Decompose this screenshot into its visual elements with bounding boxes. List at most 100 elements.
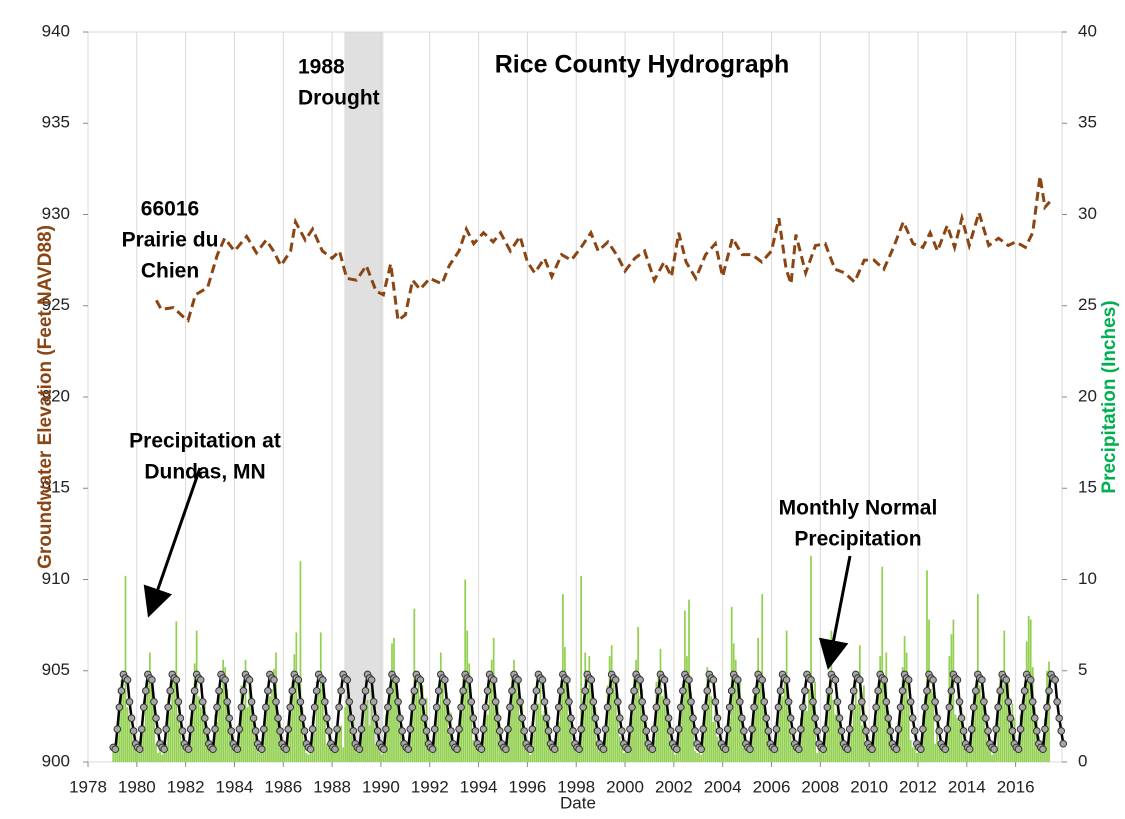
normal-marker bbox=[264, 687, 272, 695]
precip-bar bbox=[726, 721, 729, 762]
precip-bar bbox=[940, 747, 943, 762]
normal-marker bbox=[129, 727, 138, 735]
normal-marker bbox=[1002, 676, 1011, 684]
normal-marker bbox=[935, 727, 943, 735]
normal-marker bbox=[615, 714, 624, 723]
normal-marker bbox=[239, 687, 248, 695]
normal-marker bbox=[111, 745, 120, 754]
normal-marker bbox=[554, 703, 563, 712]
y-tick-label: 940 bbox=[42, 21, 70, 40]
precip-bar bbox=[155, 743, 157, 762]
normal-marker bbox=[306, 745, 315, 754]
precip-bar bbox=[936, 718, 939, 762]
precip-bar bbox=[787, 707, 790, 762]
normal-marker bbox=[990, 745, 998, 754]
precip-bar bbox=[828, 685, 831, 762]
precip-bar bbox=[185, 743, 188, 762]
precip-bar bbox=[991, 754, 993, 762]
precip-bar bbox=[403, 747, 406, 762]
normal-marker bbox=[788, 727, 797, 735]
precip-bar bbox=[655, 681, 658, 762]
precip-bar bbox=[783, 681, 786, 762]
precip-bar bbox=[407, 749, 410, 762]
precip-bar bbox=[911, 747, 914, 762]
normal-marker bbox=[709, 676, 718, 684]
normal-marker bbox=[447, 727, 455, 735]
precip-bar bbox=[197, 696, 200, 762]
normal-marker bbox=[441, 676, 449, 684]
precip-bar bbox=[665, 699, 668, 762]
normal-marker bbox=[125, 697, 134, 706]
y-tick-label: 910 bbox=[42, 569, 70, 588]
precip-bar bbox=[344, 707, 347, 762]
precip-bar bbox=[159, 747, 161, 762]
normal-marker bbox=[491, 697, 500, 706]
normal-marker bbox=[725, 703, 734, 712]
normal-marker bbox=[237, 703, 246, 712]
precip-bar bbox=[370, 674, 373, 762]
normal-marker bbox=[978, 676, 986, 684]
normal-marker bbox=[1006, 714, 1015, 723]
precip-bar bbox=[834, 714, 837, 762]
normal-marker bbox=[221, 676, 229, 684]
precip-bar bbox=[1035, 718, 1038, 762]
normal-marker bbox=[127, 714, 136, 723]
normal-marker bbox=[172, 676, 181, 684]
normal-marker bbox=[581, 687, 590, 695]
normal-marker bbox=[137, 725, 146, 733]
normal-marker bbox=[896, 703, 905, 712]
x-tick-label: 1980 bbox=[118, 777, 156, 796]
y2-tick-label: 10 bbox=[1078, 569, 1097, 588]
precip-bar bbox=[682, 689, 684, 762]
precip-bar bbox=[610, 645, 613, 762]
series-annotation: 66016 bbox=[141, 198, 199, 221]
normal-marker bbox=[886, 727, 895, 735]
normal-marker bbox=[247, 697, 256, 706]
normal-marker bbox=[245, 676, 254, 684]
precip-bar bbox=[511, 674, 513, 762]
normal-marker bbox=[650, 725, 659, 733]
normal-marker bbox=[811, 714, 819, 723]
normal-marker bbox=[611, 676, 620, 684]
normal-marker bbox=[664, 714, 673, 723]
precip-bar bbox=[378, 751, 381, 762]
precip-bar bbox=[968, 749, 971, 762]
precip-bar bbox=[427, 745, 430, 762]
precip-bar bbox=[128, 716, 131, 762]
precip-bar bbox=[690, 692, 692, 762]
precip-bar bbox=[267, 685, 269, 762]
normal-marker bbox=[502, 745, 510, 754]
normal-marker bbox=[176, 714, 185, 723]
normal-marker bbox=[947, 687, 956, 695]
precip-bar bbox=[165, 743, 168, 762]
precip-bar bbox=[1031, 667, 1034, 762]
precip-bar bbox=[964, 743, 967, 762]
normal-marker bbox=[565, 697, 573, 706]
normal-marker bbox=[750, 703, 758, 712]
precip-bar bbox=[452, 743, 454, 762]
normal-marker bbox=[819, 745, 828, 754]
normal-marker bbox=[540, 697, 549, 706]
normal-marker bbox=[843, 745, 852, 754]
normal-marker bbox=[321, 697, 329, 706]
normal-marker bbox=[481, 703, 490, 712]
normal-marker bbox=[469, 714, 478, 723]
normal-marker bbox=[929, 676, 937, 684]
precip-bar bbox=[956, 718, 959, 762]
precip-bar bbox=[183, 751, 186, 762]
precip-bar bbox=[269, 696, 271, 762]
precip-bar bbox=[317, 692, 320, 762]
normal-marker bbox=[282, 745, 290, 754]
precip-bar bbox=[342, 747, 345, 762]
x-tick-label: 1994 bbox=[460, 777, 498, 796]
precip-bar bbox=[250, 696, 253, 762]
normal-marker bbox=[992, 725, 1000, 733]
precip-bar bbox=[686, 656, 688, 762]
precip-bar bbox=[822, 751, 825, 762]
precip-bar bbox=[883, 685, 886, 762]
normal-marker bbox=[752, 687, 760, 695]
precip-bar bbox=[616, 718, 619, 762]
precip-bar bbox=[590, 681, 593, 762]
precip-bar bbox=[423, 714, 426, 762]
normal-marker bbox=[955, 697, 964, 706]
